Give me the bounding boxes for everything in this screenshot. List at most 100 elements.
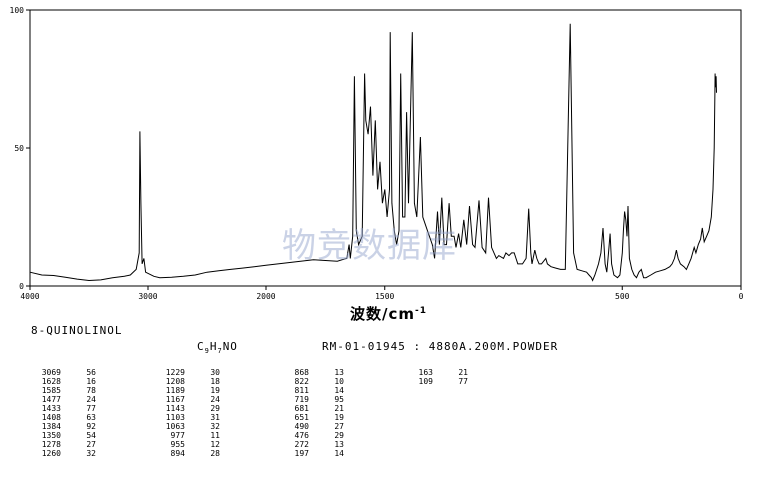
peak-intensity: 11 xyxy=(210,431,220,440)
molecular-formula: C9H7NO xyxy=(197,340,238,355)
x-axis-title: 波数/cm-1 xyxy=(350,303,427,324)
peak-wavenumber: 1408 xyxy=(41,413,61,422)
spectrum-id: RM-01-01945 : 4880A.200M.POWDER xyxy=(322,340,559,353)
peak-row: 3069 56 xyxy=(31,368,155,377)
formula-h: H xyxy=(209,340,218,353)
peak-row: 1477 24 xyxy=(31,395,155,404)
formula-c-count: 9 xyxy=(204,347,210,356)
peak-intensity: 77 xyxy=(458,377,468,386)
peak-row: 681 21 xyxy=(279,404,403,413)
x-tick-label: 0 xyxy=(739,292,744,301)
peak-wavenumber: 476 xyxy=(294,431,309,440)
peak-row: 490 27 xyxy=(279,422,403,431)
peak-column: 1229 30 1208 18 1189 19 1167 24 1143 29 1103 31 1063… xyxy=(155,368,279,458)
peak-wavenumber: 977 xyxy=(170,431,185,440)
peak-wavenumber: 1167 xyxy=(165,395,185,404)
peak-wavenumber: 822 xyxy=(294,377,309,386)
peak-wavenumber: 1103 xyxy=(165,413,185,422)
y-tick-label: 100 xyxy=(10,6,25,15)
x-axis-title-exponent: -1 xyxy=(415,306,428,316)
peak-wavenumber: 3069 xyxy=(41,368,61,377)
peak-wavenumber: 109 xyxy=(418,377,433,386)
peak-intensity: 12 xyxy=(210,440,220,449)
peak-row: 868 13 xyxy=(279,368,403,377)
peak-wavenumber: 1350 xyxy=(41,431,61,440)
peak-row: 719 95 xyxy=(279,395,403,404)
peak-table: 3069 56 1628 16 1585 78 1477 24 1433 77 1408 63 1384… xyxy=(31,368,468,458)
peak-wavenumber: 1384 xyxy=(41,422,61,431)
peak-row: 1278 27 xyxy=(31,440,155,449)
peak-wavenumber: 272 xyxy=(294,440,309,449)
peak-intensity: 19 xyxy=(210,386,220,395)
y-tick-label: 0 xyxy=(19,282,24,291)
peak-intensity: 21 xyxy=(458,368,468,377)
peak-row: 1189 19 xyxy=(155,386,279,395)
peak-wavenumber: 1208 xyxy=(165,377,185,386)
peak-intensity: 29 xyxy=(334,431,344,440)
peak-wavenumber: 1628 xyxy=(41,377,61,386)
formula-c: C xyxy=(197,340,205,353)
peak-row: 1208 18 xyxy=(155,377,279,386)
peak-column: 163 21 109 77 xyxy=(403,368,468,458)
peak-wavenumber: 1063 xyxy=(165,422,185,431)
watermark-text: 物竞数据库 xyxy=(282,226,457,266)
peak-row: 272 13 xyxy=(279,440,403,449)
peak-wavenumber: 1260 xyxy=(41,449,61,458)
peak-row: 1433 77 xyxy=(31,404,155,413)
peak-intensity: 27 xyxy=(334,422,344,431)
peak-intensity: 56 xyxy=(86,368,96,377)
peak-intensity: 30 xyxy=(210,368,220,377)
peak-intensity: 27 xyxy=(86,440,96,449)
peak-wavenumber: 868 xyxy=(294,368,309,377)
peak-row: 163 21 xyxy=(403,368,468,377)
peak-row: 1229 30 xyxy=(155,368,279,377)
peak-wavenumber: 955 xyxy=(170,440,185,449)
peak-row: 1167 24 xyxy=(155,395,279,404)
peak-intensity: 10 xyxy=(334,377,344,386)
peak-wavenumber: 1278 xyxy=(41,440,61,449)
peak-intensity: 29 xyxy=(210,404,220,413)
compound-name: 8-QUINOLINOL xyxy=(31,324,123,337)
peak-row: 955 12 xyxy=(155,440,279,449)
peak-intensity: 32 xyxy=(86,449,96,458)
peak-intensity: 54 xyxy=(86,431,96,440)
peak-row: 1063 32 xyxy=(155,422,279,431)
peak-intensity: 78 xyxy=(86,386,96,395)
peak-wavenumber: 1477 xyxy=(41,395,61,404)
peak-row: 977 11 xyxy=(155,431,279,440)
peak-intensity: 21 xyxy=(334,404,344,413)
peak-row: 197 14 xyxy=(279,449,403,458)
peak-row: 811 14 xyxy=(279,386,403,395)
peak-wavenumber: 163 xyxy=(418,368,433,377)
peak-row: 1408 63 xyxy=(31,413,155,422)
x-tick-label: 4000 xyxy=(20,292,39,301)
peak-wavenumber: 1433 xyxy=(41,404,61,413)
peak-wavenumber: 719 xyxy=(294,395,309,404)
peak-intensity: 19 xyxy=(334,413,344,422)
y-tick-label: 50 xyxy=(14,144,24,153)
peak-row: 476 29 xyxy=(279,431,403,440)
peak-row: 1585 78 xyxy=(31,386,155,395)
peak-column: 868 13 822 10 811 14 719 95 681 21 651 19 490 27 476 29… xyxy=(279,368,403,458)
x-tick-label: 3000 xyxy=(138,292,157,301)
peak-intensity: 95 xyxy=(334,395,344,404)
peak-row: 1103 31 xyxy=(155,413,279,422)
peak-intensity: 92 xyxy=(86,422,96,431)
peak-row: 651 19 xyxy=(279,413,403,422)
peak-row: 1260 32 xyxy=(31,449,155,458)
peak-wavenumber: 1143 xyxy=(165,404,185,413)
peak-intensity: 13 xyxy=(334,440,344,449)
peak-intensity: 24 xyxy=(210,395,220,404)
x-tick-label: 2000 xyxy=(256,292,275,301)
peak-row: 1384 92 xyxy=(31,422,155,431)
formula-h-count: 7 xyxy=(217,347,223,356)
peak-row: 1143 29 xyxy=(155,404,279,413)
peak-wavenumber: 1585 xyxy=(41,386,61,395)
peak-wavenumber: 490 xyxy=(294,422,309,431)
peak-row: 894 28 xyxy=(155,449,279,458)
peak-row: 822 10 xyxy=(279,377,403,386)
peak-wavenumber: 1229 xyxy=(165,368,185,377)
peak-intensity: 28 xyxy=(210,449,220,458)
